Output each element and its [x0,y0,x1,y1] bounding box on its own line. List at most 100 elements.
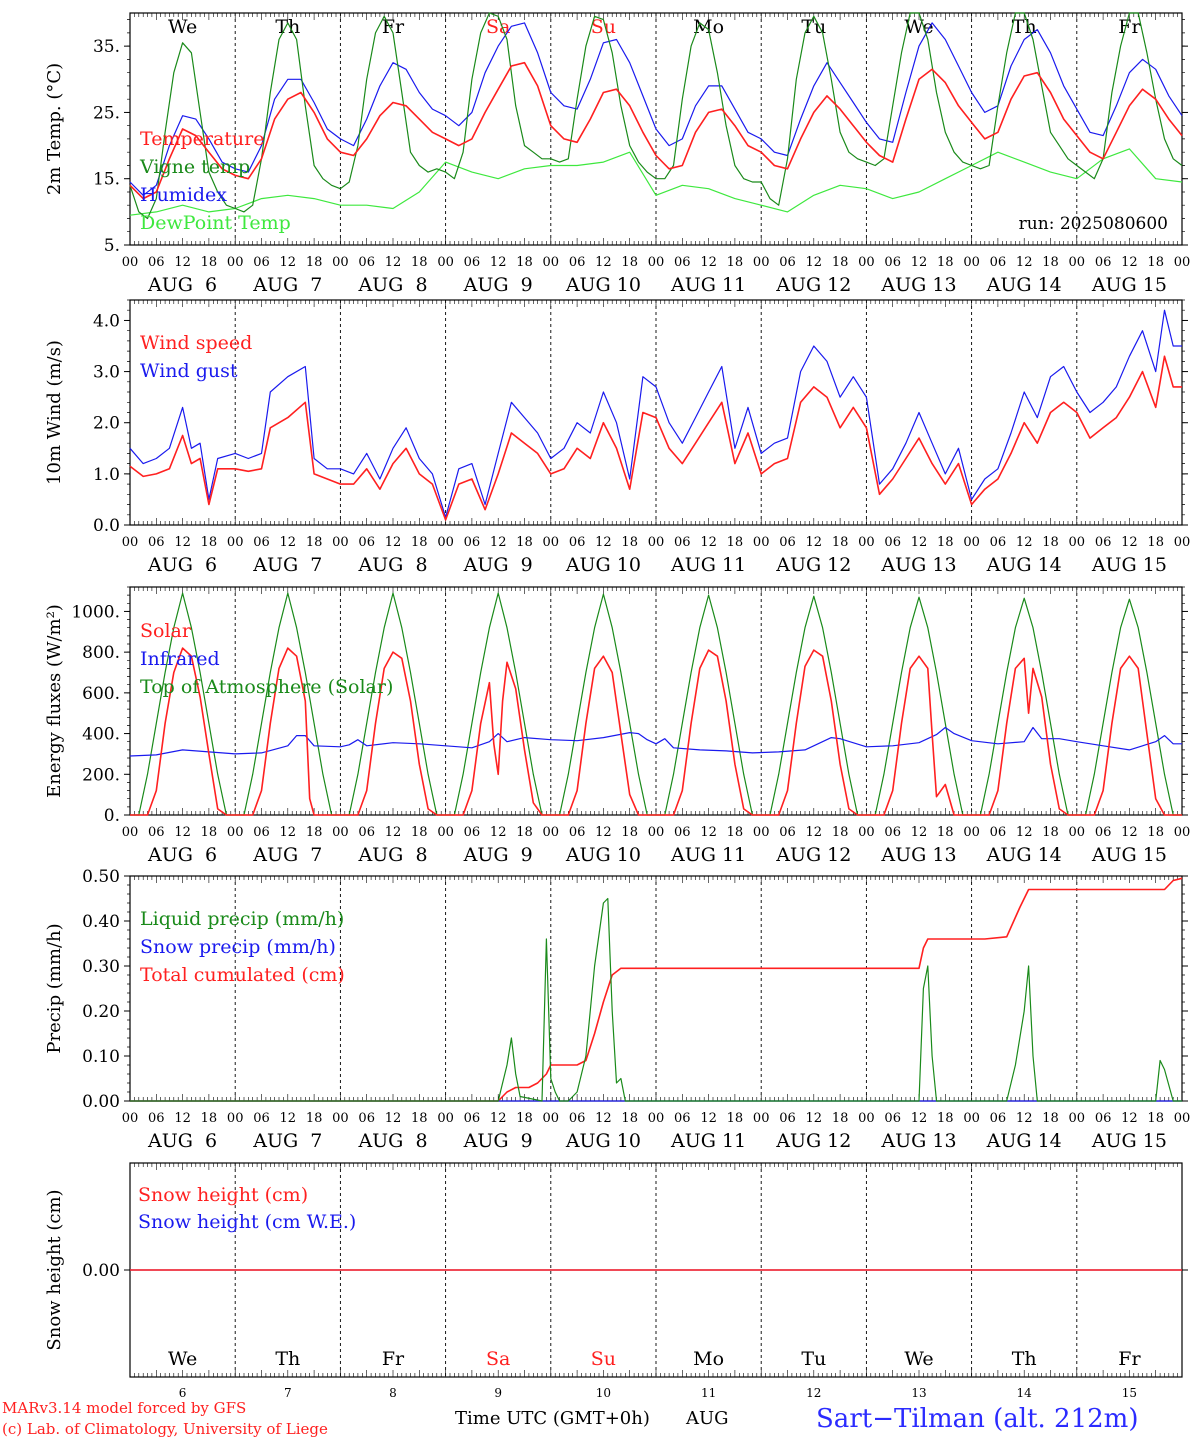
hour-tick-label: 18 [201,825,218,840]
hour-tick-label: 06 [464,1111,481,1126]
hour-tick-label: 00 [543,255,560,270]
hour-tick-label: 06 [1095,1111,1112,1126]
hour-tick-label: 12 [911,825,928,840]
date-label: AUG 8 [357,274,427,296]
x-ticks [129,1163,1183,1377]
y-tick-label: 0.20 [82,1002,120,1022]
hour-tick-label: 12 [385,535,402,550]
hour-tick-label: 12 [490,825,507,840]
hour-tick-label: 00 [1069,255,1086,270]
date-label: AUG 8 [357,844,427,866]
y-tick-label: 3.0 [93,363,120,383]
date-label: AUG 12 [775,1130,851,1152]
weekday-label: Fr [1118,16,1141,38]
date-label: AUG 15 [1091,1130,1167,1152]
hour-tick-label: 00 [332,825,349,840]
hour-tick-label: 12 [911,1111,928,1126]
y-axis-label: Energy fluxes (W/m²) [44,604,65,798]
credit-line-1: MARv3.14 model forced by GFS [2,1399,246,1417]
y-tick-label: 5. [104,236,120,256]
hour-tick-label: 00 [227,825,244,840]
hour-tick-label: 18 [1147,255,1164,270]
hour-tick-label: 18 [1147,1111,1164,1126]
hour-tick-label: 12 [385,825,402,840]
date-label: AUG 11 [670,844,746,866]
date-label: AUG 11 [670,1130,746,1152]
date-label: AUG 7 [252,844,322,866]
date-label: AUG 13 [880,1130,956,1152]
y-tick-label: 0.0 [93,516,120,536]
hour-tick-label: 18 [1042,255,1059,270]
weekday-label: Sa [486,16,510,38]
hour-tick-label: 18 [621,1111,638,1126]
hour-tick-label: 06 [148,825,165,840]
date-label: AUG 6 [147,274,217,296]
date-label: AUG 14 [986,554,1062,576]
hour-tick-label: 06 [148,1111,165,1126]
date-label: AUG 14 [986,1130,1062,1152]
hour-tick-label: 12 [806,255,823,270]
y-minor-ticks [127,19,1185,246]
hour-tick-label: 00 [122,1111,139,1126]
hour-tick-label: 18 [937,535,954,550]
y-axis-label: 10m Wind (m/s) [44,340,65,485]
date-label: AUG 8 [357,554,427,576]
hour-tick-label: 06 [253,255,270,270]
hour-tick-label: 06 [1095,535,1112,550]
hour-tick-label: 00 [753,535,770,550]
hour-tick-label: 06 [990,1111,1007,1126]
date-label: AUG 9 [463,844,533,866]
hour-tick-label: 12 [911,535,928,550]
hour-tick-label: 06 [464,535,481,550]
run-label: run: 2025080600 [1019,214,1168,234]
hour-tick-label: 06 [990,535,1007,550]
hour-tick-label: 18 [727,535,744,550]
hour-tick-label: 12 [911,255,928,270]
y-tick-label: 35. [93,37,120,57]
date-label: AUG 7 [252,554,322,576]
hour-tick-label: 06 [884,1111,901,1126]
hour-tick-label: 12 [595,825,612,840]
y-tick-label: 0.50 [82,867,120,887]
hour-tick-label: 00 [332,255,349,270]
hour-tick-label: 06 [253,825,270,840]
hour-tick-label: 18 [516,825,533,840]
date-label: AUG 7 [252,1130,322,1152]
weekday-label: Th [1012,1348,1037,1370]
legend-entry: Infrared [140,648,220,670]
weekday-label: We [168,16,197,38]
date-label: AUG 10 [565,274,641,296]
weekday-label: Tu [801,16,826,38]
hour-tick-label: 06 [358,1111,375,1126]
hour-tick-label: 12 [280,1111,297,1126]
hour-tick-label: 06 [569,825,586,840]
hour-tick-label: 18 [727,255,744,270]
day-number: 10 [596,1386,611,1400]
hour-tick-label: 18 [306,255,323,270]
hour-tick-label: 18 [1147,535,1164,550]
panel-4: 0.00 0.10 0.20 0.30 0.40 0.50 Precip (mm/h) 00 0… [44,867,1190,1152]
y-tick-label: 0.10 [82,1047,120,1067]
hour-tick-label: 00 [753,1111,770,1126]
hour-tick-label: 00 [963,255,980,270]
legend-entry: Solar [140,620,192,642]
date-label: AUG 13 [880,844,956,866]
legend-entry: Wind gust [140,360,238,382]
y-tick-label: 600. [82,684,120,704]
y-tick-label: 200. [82,765,120,785]
series-line [130,897,1182,1102]
y-tick-label: 0.00 [82,1261,120,1281]
date-label: AUG 6 [147,554,217,576]
y-tick-label: 0.40 [82,912,120,932]
date-label: AUG 11 [670,554,746,576]
hour-tick-label: 18 [306,825,323,840]
weekday-label: Th [275,1348,300,1370]
hour-tick-label: 12 [1121,825,1138,840]
hour-tick-label: 06 [674,255,691,270]
y-tick-label: 4.0 [93,311,120,331]
y-minor-ticks [127,586,1185,816]
hour-tick-label: 00 [1174,1111,1191,1126]
hour-tick-label: 06 [779,535,796,550]
hour-tick-label: 12 [806,1111,823,1126]
